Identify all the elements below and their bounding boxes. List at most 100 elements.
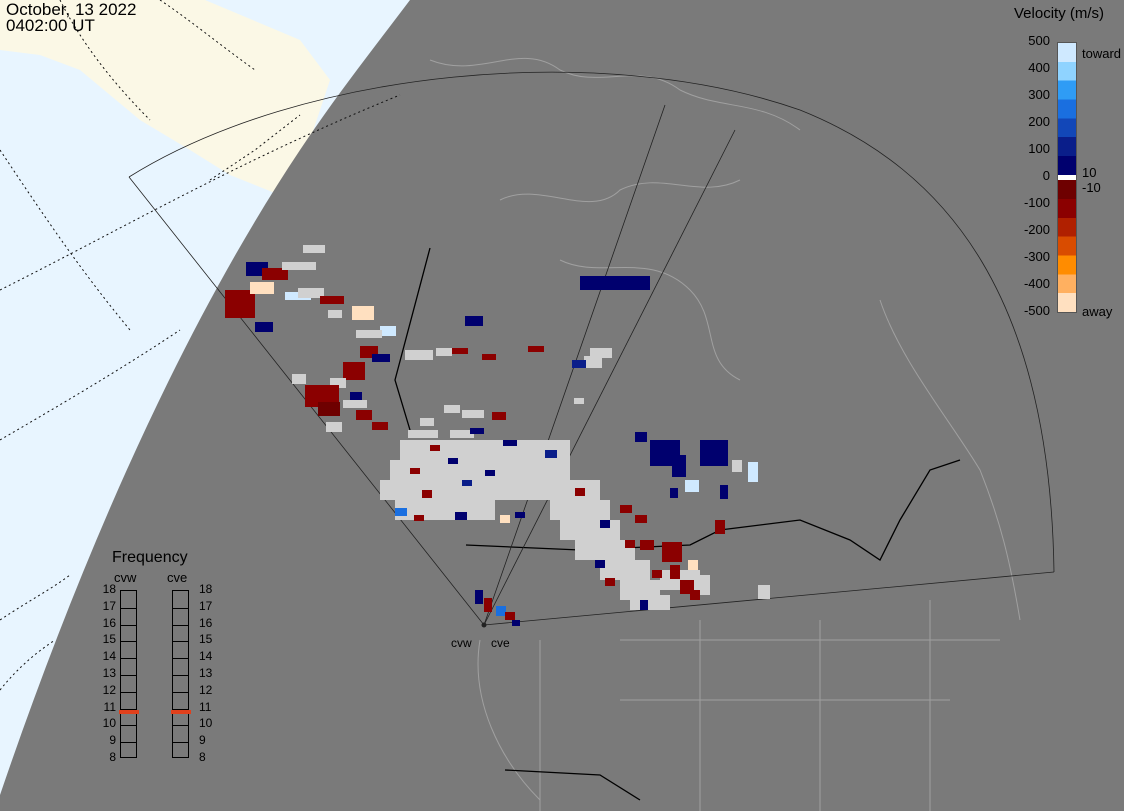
echo-cell	[590, 348, 612, 358]
frequency-gridline	[173, 624, 188, 626]
echo-cell	[372, 422, 388, 430]
frequency-gridline	[173, 641, 188, 643]
echo-cell	[580, 276, 650, 290]
echo-cell	[620, 505, 632, 513]
frequency-bar-cvw	[119, 590, 139, 758]
echo-cell	[430, 445, 440, 451]
velocity-tick-label: 200	[1028, 114, 1050, 129]
echo-cell	[732, 460, 742, 472]
echo-cell	[436, 348, 452, 356]
velocity-tick-label: -200	[1023, 222, 1050, 237]
frequency-level-left: 18	[102, 582, 116, 596]
frequency-gridline	[173, 607, 188, 609]
echo-cell	[572, 360, 586, 368]
frequency-level-left: 14	[102, 649, 116, 664]
frequency-gridline	[121, 708, 136, 710]
velocity-tick-label: 500	[1028, 33, 1050, 48]
echo-cell	[715, 520, 725, 534]
echo-cell	[600, 520, 610, 528]
frequency-level-right: 15	[199, 632, 213, 647]
echo-cell	[475, 590, 483, 604]
frequency-level-left: 11	[103, 699, 116, 714]
echo-cell	[485, 470, 495, 476]
echo-cell	[540, 480, 600, 500]
frequency-level-left: 13	[102, 666, 116, 680]
echo-cell	[452, 348, 468, 354]
frequency-level-right: 16	[199, 615, 213, 630]
velocity-tick-label: 400	[1028, 60, 1050, 75]
echo-cell	[305, 385, 339, 407]
echo-cell	[444, 405, 460, 413]
time-label: 0402:00 UT	[6, 16, 95, 35]
frequency-gridline	[173, 742, 188, 744]
day-land	[0, 0, 330, 195]
frequency-gridline	[121, 691, 136, 693]
echo-cell	[515, 512, 525, 518]
echo-cell	[672, 455, 686, 477]
echo-cell	[584, 356, 602, 368]
echo-cell	[560, 520, 620, 540]
echo-cell	[343, 400, 367, 408]
frequency-marker	[171, 709, 191, 714]
frequency-level-right: 8	[199, 750, 206, 764]
echo-cell	[505, 612, 515, 620]
echo-cell	[670, 488, 678, 498]
echo-cell	[372, 354, 390, 362]
frequency-gridline	[173, 675, 188, 676]
frequency-level-left: 10	[102, 716, 116, 731]
echo-cell	[450, 430, 474, 438]
frequency-gridline	[121, 658, 136, 660]
frequency-level-left: 9	[109, 733, 116, 748]
echo-cell	[352, 306, 374, 320]
echo-cell	[408, 430, 438, 438]
site-cve-label: cve	[491, 636, 510, 650]
echo-cell	[545, 450, 557, 458]
frequency-gridline	[173, 691, 188, 693]
echo-cell	[720, 485, 728, 499]
frequency-gridline	[121, 624, 136, 626]
frequency-gridline	[121, 725, 136, 727]
positive-threshold-label: 10	[1082, 165, 1097, 180]
echo-cell	[400, 440, 570, 460]
frequency-level-right: 9	[199, 733, 206, 748]
frequency-level-right: 18	[199, 582, 213, 596]
echo-cell	[690, 590, 700, 600]
frequency-level-right: 11	[199, 699, 212, 714]
echo-cell	[492, 412, 506, 420]
frequency-level-left: 12	[102, 682, 116, 697]
site-cvw-label: cvw	[451, 636, 472, 650]
echo-cell	[640, 540, 654, 550]
frequency-level-right: 10	[199, 716, 213, 731]
frequency-gridline	[173, 708, 188, 710]
echo-cell	[328, 310, 342, 318]
toward-label: toward	[1082, 46, 1122, 61]
coastlines	[429, 57, 1021, 811]
echo-cell	[298, 288, 324, 298]
echo-cell	[410, 468, 420, 474]
echo-cell	[482, 354, 496, 360]
frequency-gridline	[121, 675, 136, 676]
echo-cell	[635, 432, 647, 442]
velocity-tick-label: 0	[1042, 168, 1050, 183]
echo-cell	[414, 515, 424, 521]
echo-cell	[512, 620, 520, 626]
frequency-level-left: 17	[102, 598, 116, 613]
echo-cell	[496, 606, 506, 616]
echo-cell	[395, 508, 407, 516]
frequency-title: Frequency	[112, 549, 188, 566]
velocity-tick-label: -300	[1023, 249, 1050, 264]
echo-cell	[700, 440, 728, 466]
date-label: October, 13 2022	[6, 0, 137, 19]
echo-cell	[528, 346, 544, 352]
echo-cell	[250, 282, 274, 294]
frequency-gridline	[121, 742, 136, 744]
echo-cell	[630, 595, 670, 610]
echo-cell	[640, 600, 648, 610]
echo-cell	[255, 322, 273, 332]
echo-cell	[395, 500, 495, 520]
frequency-level-left: 15	[102, 632, 116, 647]
echo-cell	[662, 542, 682, 562]
echo-cell	[262, 268, 288, 280]
echo-cell	[422, 490, 432, 498]
